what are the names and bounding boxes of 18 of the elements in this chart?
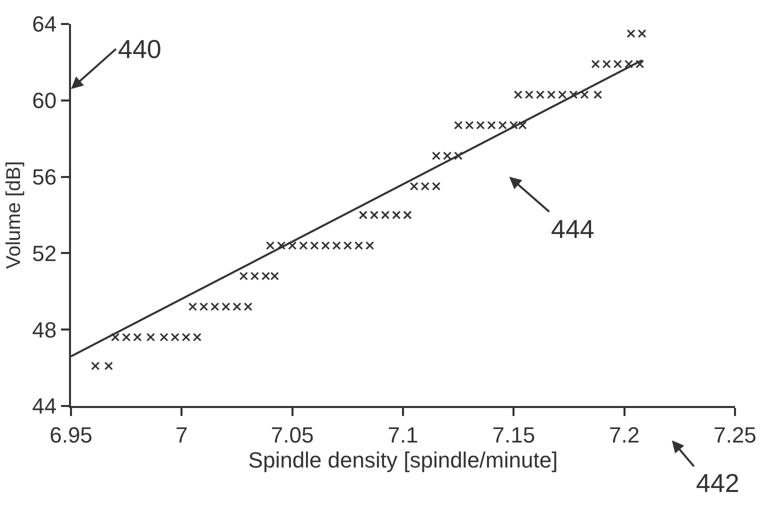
y-axis-title: Volume [dB]: [3, 161, 26, 269]
y-tick-label: 60: [32, 88, 57, 114]
y-tick-label: 64: [32, 12, 57, 37]
annotation: 440: [118, 34, 162, 64]
x-tick-label: 6.95: [50, 422, 92, 448]
y-tick-label: 44: [32, 394, 57, 419]
x-tick-label: 7.15: [492, 422, 536, 448]
text: 442: [696, 468, 740, 498]
y-tick-label: 56: [32, 164, 57, 190]
y-tick-label: 52: [32, 240, 57, 266]
x-tick-label: 7.1: [388, 422, 418, 448]
y-tick-label: 48: [32, 317, 57, 342]
x-tick-label: 7.25: [714, 422, 756, 448]
x-tick-label: 7.05: [270, 422, 314, 448]
x-tick-label: 7: [176, 422, 188, 448]
annotation: 444: [551, 214, 594, 244]
x-tick-label: 7.2: [609, 422, 640, 448]
x-axis-title: Spindle density [spindle/minute]: [248, 447, 558, 472]
